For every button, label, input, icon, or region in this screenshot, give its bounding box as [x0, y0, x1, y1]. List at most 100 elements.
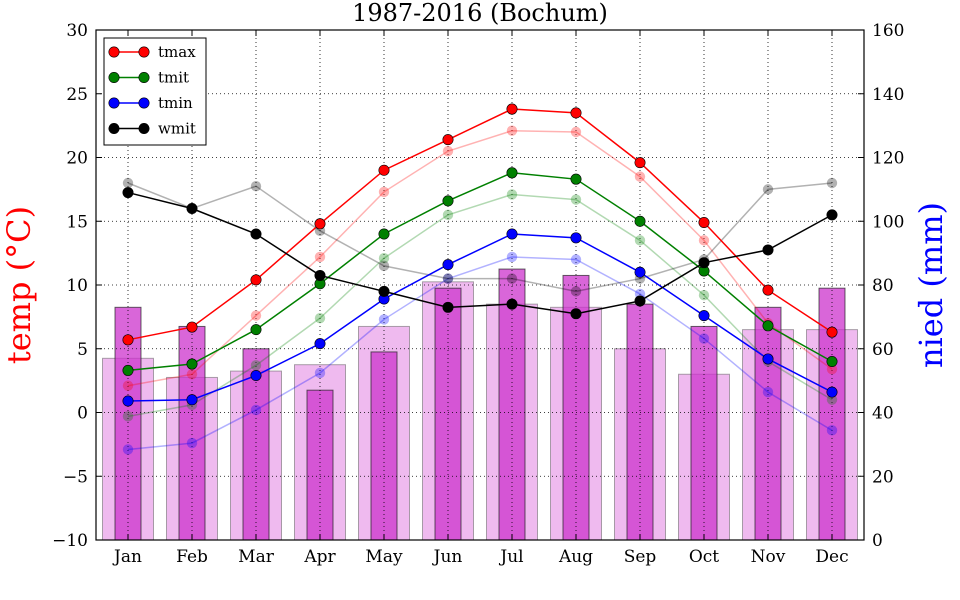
series-tmin-point [634, 266, 646, 278]
reference-series-2-point [698, 333, 710, 344]
series-tmin [122, 228, 838, 407]
legend-marker [138, 97, 150, 109]
reference-series-3-point [122, 177, 134, 189]
reference-series-0-point [250, 310, 262, 321]
series-tmax-point [570, 107, 582, 119]
reference-series-3-point [378, 260, 390, 272]
right-tick-label: 0 [872, 531, 883, 551]
reference-series-0-point [186, 369, 198, 380]
left-axis-label: temp (°C) [0, 206, 38, 364]
series-tmax-point [634, 157, 646, 169]
legend-label: tmit [158, 69, 189, 87]
reference-series-0-point [122, 380, 134, 391]
x-tick-label: Oct [689, 547, 719, 567]
reference-series-3-line [127, 182, 833, 293]
series-tmit-point [634, 215, 646, 227]
reference-series-0-point [634, 171, 646, 182]
right-tick-label: 140 [872, 85, 904, 105]
reference-series-3-point [570, 286, 582, 297]
series-tmin-point [762, 353, 774, 365]
series-tmit-point [378, 228, 390, 240]
reference-precipitation-bars [102, 281, 858, 541]
right-tick-label: 160 [872, 21, 904, 41]
series-tmin-point [122, 395, 134, 407]
series-tmax-point [314, 218, 326, 230]
reference-series-3-point [826, 177, 838, 189]
series-wmit-point [570, 308, 582, 320]
legend-label: tmin [158, 94, 193, 112]
x-tick-label: Nov [751, 547, 786, 567]
left-tick-label: 10 [66, 276, 88, 296]
series-tmax-point [122, 334, 134, 346]
series-tmit-point [250, 324, 262, 336]
reference-series-2-point [826, 425, 838, 436]
left-tick-label: −10 [52, 531, 88, 551]
left-tick-label: 20 [66, 149, 88, 169]
series-wmit-line [127, 191, 833, 315]
series-tmax-point [826, 326, 838, 338]
x-tick-label: Mar [238, 547, 275, 567]
series-tmin-point [186, 394, 198, 406]
precip-bar [306, 389, 334, 541]
reference-series-1-point [250, 360, 262, 371]
left-tick-label: 5 [77, 340, 88, 360]
chart-title: 1987-2016 (Bochum) [352, 0, 608, 27]
reference-series-2-line [127, 256, 833, 451]
right-tick-label: 60 [872, 340, 894, 360]
right-tick-label: 40 [872, 404, 894, 424]
series-tmin-point [698, 310, 710, 322]
series-tmax-line [127, 108, 833, 341]
right-axis-label: nied (mm) [912, 202, 950, 368]
series-wmit-point [698, 257, 710, 269]
series-tmax-point [762, 284, 774, 296]
series-tmax-point [186, 321, 198, 333]
reference-series-0-point [506, 125, 518, 136]
right-tick-label: 20 [872, 467, 894, 487]
legend-entry-tmit: tmit [108, 69, 189, 87]
series-tmin-point [314, 338, 326, 350]
reference-series-1-point [698, 290, 710, 301]
series-tmax-point [506, 103, 518, 115]
reference-series-2-point [570, 254, 582, 265]
reference-series-0-point [314, 251, 326, 263]
reference-series-3-point [442, 273, 454, 284]
legend-marker [108, 46, 120, 58]
reference-series-0-point [570, 126, 582, 138]
series-lines [122, 103, 838, 407]
series-tmin-point [442, 259, 454, 271]
reference-series-1-line [127, 193, 833, 418]
reference-series-1-point [378, 253, 390, 264]
reference-series-2-point [314, 367, 326, 379]
left-tick-label: −5 [63, 467, 88, 487]
series-wmit-point [442, 301, 454, 313]
series-wmit-point [122, 187, 134, 199]
axes: −10 −5 0 5 10 15 20 25 30 0 20 40 60 80 100 120 140 160 Ja… [52, 21, 904, 567]
legend-marker [108, 72, 120, 84]
series-tmax-point [442, 134, 454, 146]
series-wmit-point [826, 209, 838, 221]
reference-series-2-point [250, 404, 262, 416]
legend-label: tmax [158, 43, 196, 61]
legend-marker [138, 46, 150, 58]
series-tmit-point [762, 320, 774, 332]
x-tick-label: May [365, 547, 403, 567]
reference-series-1-point [314, 312, 326, 324]
x-tick-label: Jun [432, 547, 463, 567]
series-tmit-point [826, 355, 838, 367]
legend-marker [138, 72, 150, 84]
reference-series-1-point [442, 209, 454, 221]
legend-entry-tmax: tmax [108, 43, 196, 61]
reference-series-1-point [506, 189, 518, 200]
series-tmit-point [186, 358, 198, 370]
series-tmax-point [250, 274, 262, 286]
series-wmit-point [250, 228, 262, 240]
reference-series-1-point [826, 394, 838, 405]
left-tick-label: 25 [66, 85, 88, 105]
reference-lines [122, 125, 838, 455]
legend-marker [108, 97, 120, 109]
legend: tmax tmit tmin wmit [103, 37, 207, 146]
precip-bar [562, 274, 590, 541]
series-wmit-point [378, 285, 390, 297]
legend-entry-tmin: tmin [108, 94, 193, 112]
